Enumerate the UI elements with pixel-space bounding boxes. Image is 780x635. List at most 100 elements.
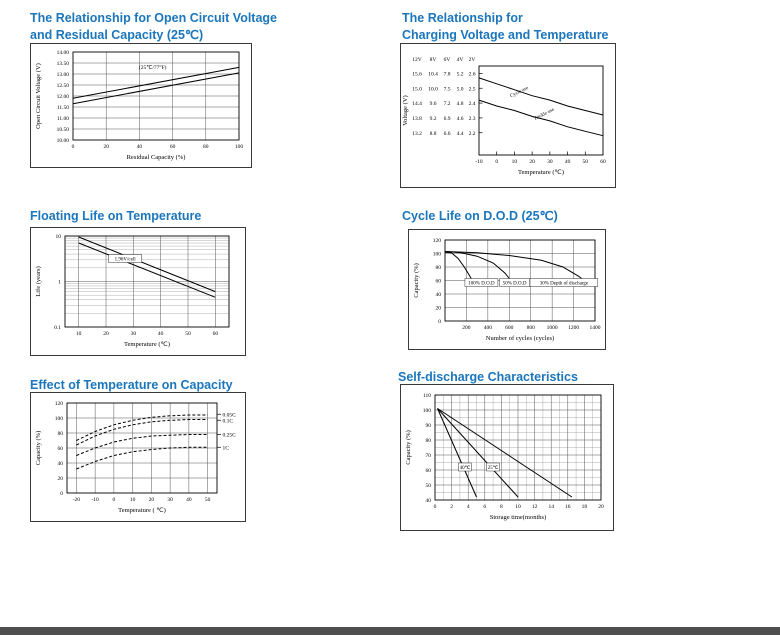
svg-text:10.00: 10.00 — [57, 138, 70, 144]
svg-text:7.2: 7.2 — [444, 101, 451, 107]
svg-text:10: 10 — [56, 234, 62, 240]
svg-text:6: 6 — [483, 504, 486, 510]
svg-text:(25℃/77°F): (25℃/77°F) — [139, 64, 167, 71]
svg-text:800: 800 — [527, 325, 536, 331]
svg-text:20: 20 — [436, 306, 442, 312]
svg-text:50: 50 — [205, 497, 211, 503]
svg-text:10.4: 10.4 — [428, 71, 438, 77]
chart-title-open-circuit-voltage: The Relationship for Open Circuit Voltag… — [30, 10, 340, 43]
svg-text:Temperature (℃): Temperature (℃) — [124, 341, 170, 348]
svg-text:2.2: 2.2 — [469, 131, 476, 137]
svg-text:0: 0 — [72, 144, 75, 150]
svg-text:Capacity (%): Capacity (%) — [413, 263, 420, 297]
svg-text:120: 120 — [55, 401, 64, 407]
svg-text:4.4: 4.4 — [457, 131, 464, 137]
title-line-1: The Relationship for Open Circuit Voltag… — [30, 11, 278, 25]
temperature-capacity-chart: -20 -10 0 10 20 30 40 50 0 20 40 60 80 100 120 Temperat… — [30, 392, 246, 522]
svg-text:1000: 1000 — [547, 325, 558, 331]
svg-text:80: 80 — [436, 265, 442, 271]
svg-text:0: 0 — [438, 319, 441, 325]
svg-text:13.00: 13.00 — [57, 72, 70, 78]
svg-text:0: 0 — [113, 497, 116, 503]
svg-text:1.96V/cell: 1.96V/cell — [115, 257, 137, 262]
svg-text:10.0: 10.0 — [428, 86, 438, 92]
svg-text:16: 16 — [565, 504, 571, 510]
svg-text:Cycle use: Cycle use — [510, 86, 530, 100]
svg-text:40: 40 — [565, 159, 571, 165]
svg-text:15.6: 15.6 — [412, 71, 422, 77]
svg-text:10: 10 — [515, 504, 521, 510]
svg-text:6.9: 6.9 — [444, 116, 451, 122]
svg-text:1400: 1400 — [590, 325, 601, 331]
svg-text:10: 10 — [76, 331, 82, 337]
svg-text:80: 80 — [426, 438, 432, 444]
title-line-1: Floating Life on Temperature — [30, 209, 202, 223]
svg-text:7.5: 7.5 — [444, 86, 451, 92]
svg-text:30: 30 — [131, 331, 137, 337]
svg-text:8: 8 — [500, 504, 503, 510]
svg-text:-10: -10 — [475, 159, 483, 165]
svg-text:13.50: 13.50 — [57, 61, 70, 67]
svg-text:0: 0 — [60, 491, 63, 497]
svg-text:2.6: 2.6 — [469, 71, 476, 77]
svg-text:Capacity (%): Capacity (%) — [35, 431, 42, 465]
self-discharge-chart: 0 2 4 6 8 10 12 14 16 18 20 40 50 60 70 80 90 100 110 Stora… — [400, 384, 614, 531]
svg-text:40: 40 — [58, 461, 64, 467]
svg-text:40: 40 — [158, 331, 164, 337]
chart-title-self-discharge: Self-discharge Characteristics — [398, 369, 658, 386]
svg-text:40: 40 — [137, 144, 143, 150]
svg-text:12.50: 12.50 — [57, 83, 70, 89]
svg-text:9.2: 9.2 — [430, 116, 437, 122]
svg-text:100% D.O.D: 100% D.O.D — [468, 281, 495, 286]
svg-text:8V: 8V — [430, 57, 437, 63]
svg-text:2V: 2V — [469, 57, 476, 63]
svg-text:10: 10 — [130, 497, 136, 503]
svg-text:6V: 6V — [444, 57, 451, 63]
svg-text:400: 400 — [484, 325, 493, 331]
svg-text:25℃: 25℃ — [488, 465, 499, 471]
svg-text:14: 14 — [548, 504, 554, 510]
svg-text:60: 60 — [600, 159, 606, 165]
svg-text:200: 200 — [462, 325, 471, 331]
svg-text:8.8: 8.8 — [430, 131, 437, 137]
svg-text:2.3: 2.3 — [469, 116, 476, 122]
svg-text:12: 12 — [532, 504, 538, 510]
svg-text:2.4: 2.4 — [469, 101, 476, 107]
svg-text:80: 80 — [58, 431, 64, 437]
svg-text:13.2: 13.2 — [412, 131, 422, 137]
svg-text:0.05C: 0.05C — [223, 412, 237, 418]
svg-text:20: 20 — [58, 476, 64, 482]
svg-text:60: 60 — [58, 446, 64, 452]
svg-text:11.50: 11.50 — [57, 105, 69, 111]
svg-text:10.50: 10.50 — [57, 127, 70, 133]
title-line-2: Charging Voltage and Temperature — [402, 27, 609, 42]
svg-text:0.1C: 0.1C — [223, 418, 234, 424]
svg-text:60: 60 — [170, 144, 176, 150]
svg-text:4.6: 4.6 — [457, 116, 464, 122]
cycle-life-dod-chart: 200 400 600 800 1000 1200 1400 0 20 40 60 80 100 120 N… — [408, 229, 606, 350]
svg-text:50: 50 — [583, 159, 589, 165]
svg-text:40: 40 — [426, 498, 432, 504]
svg-text:30: 30 — [167, 497, 173, 503]
svg-text:1200: 1200 — [568, 325, 579, 331]
svg-text:40: 40 — [186, 497, 192, 503]
title-line-1: The Relationship for — [402, 11, 523, 25]
svg-text:0: 0 — [495, 159, 498, 165]
svg-text:40℃: 40℃ — [460, 465, 471, 471]
svg-text:50% D.O.D: 50% D.O.D — [503, 281, 527, 286]
svg-text:Voltage (V): Voltage (V) — [402, 95, 409, 125]
svg-text:100: 100 — [55, 416, 64, 422]
svg-text:-20: -20 — [73, 497, 81, 503]
svg-text:50: 50 — [426, 483, 432, 489]
ocv-residual-capacity-chart: 0 20 40 60 80 100 14.00 13.50 13.00 12.50 12.00 11.… — [30, 43, 252, 168]
chart-title-floating-life: Floating Life on Temperature — [30, 208, 290, 225]
svg-text:20: 20 — [529, 159, 535, 165]
svg-text:4: 4 — [467, 504, 470, 510]
title-line-1: Self-discharge Characteristics — [398, 370, 578, 384]
svg-text:600: 600 — [505, 325, 514, 331]
svg-text:20: 20 — [598, 504, 604, 510]
svg-text:100: 100 — [235, 144, 244, 150]
svg-text:18: 18 — [582, 504, 588, 510]
svg-text:Temperature (℃): Temperature (℃) — [518, 169, 564, 176]
